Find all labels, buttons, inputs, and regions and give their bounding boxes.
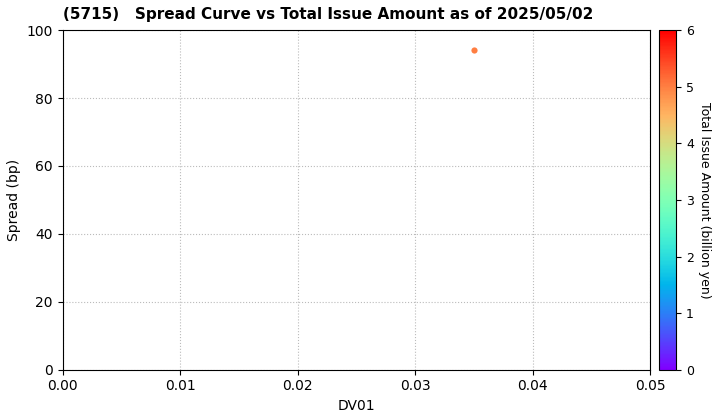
X-axis label: DV01: DV01	[338, 399, 375, 413]
Text: (5715)   Spread Curve vs Total Issue Amount as of 2025/05/02: (5715) Spread Curve vs Total Issue Amoun…	[63, 7, 593, 22]
Y-axis label: Spread (bp): Spread (bp)	[7, 159, 21, 241]
Point	[468, 47, 480, 54]
Y-axis label: Total Issue Amount (billion yen): Total Issue Amount (billion yen)	[698, 102, 711, 298]
